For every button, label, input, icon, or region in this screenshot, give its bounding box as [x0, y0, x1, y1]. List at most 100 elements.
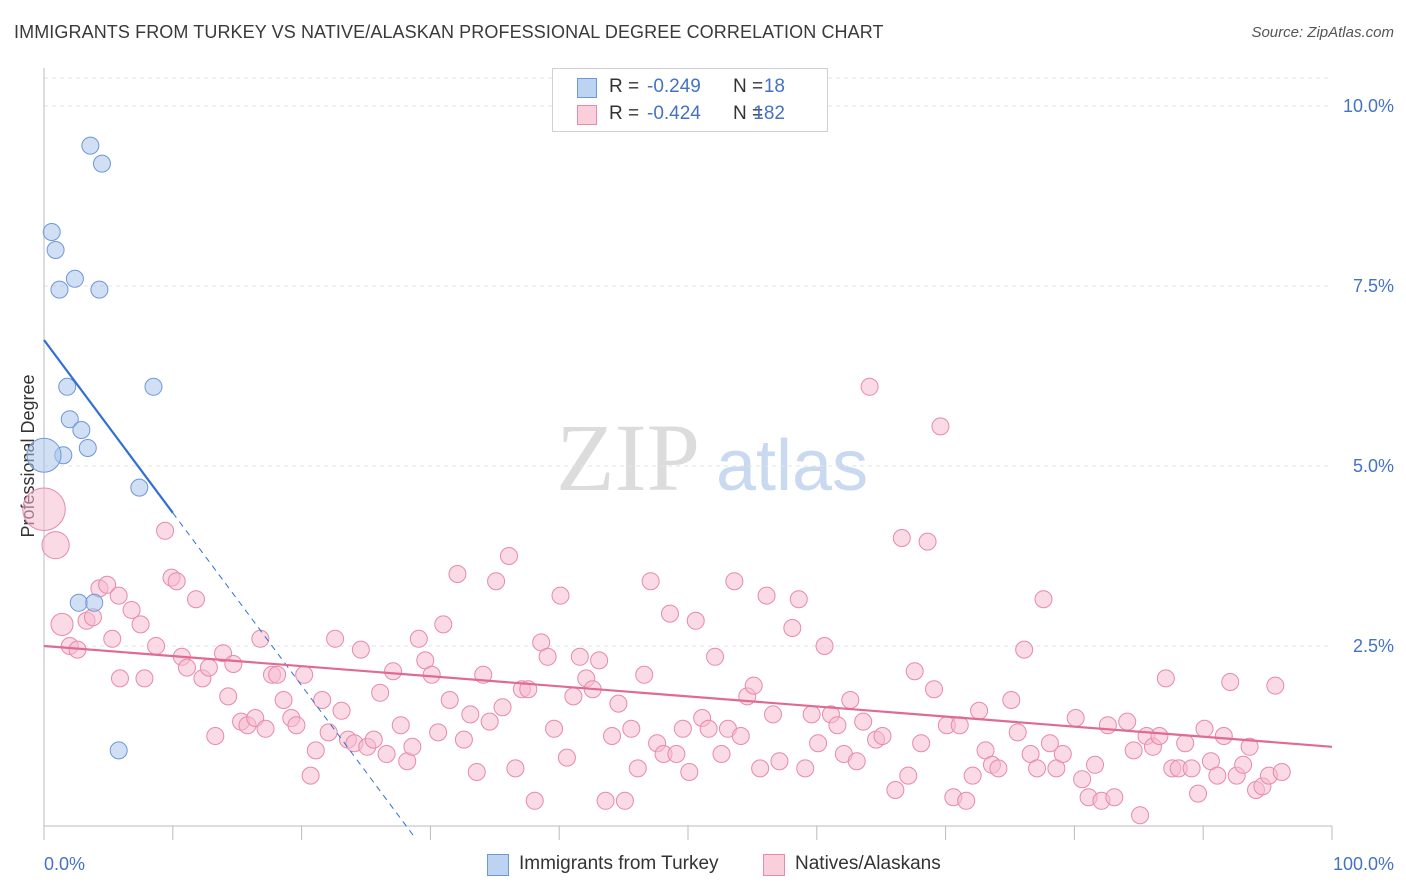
data-point: [364, 730, 383, 749]
legend-swatch-turkey: [487, 854, 509, 876]
trendlines: [43, 339, 1333, 837]
legend-label-natives: Natives/Alaskans: [795, 853, 941, 874]
data-point: [1053, 745, 1072, 763]
data-point: [931, 417, 950, 436]
legend-r-label: R =: [609, 103, 640, 124]
legend-row-natives: R = -0.424 N = 182: [553, 101, 827, 127]
data-point: [1221, 673, 1240, 691]
data-point: [770, 752, 789, 771]
data-point: [1028, 759, 1047, 778]
data-point: [499, 547, 518, 565]
data-point: [131, 615, 150, 634]
legend-n-label: N =: [733, 76, 764, 97]
data-point: [110, 669, 129, 688]
data-point: [538, 647, 557, 666]
legend-swatch-turkey: [577, 78, 597, 98]
data-point: [287, 716, 306, 735]
data-point: [1073, 770, 1092, 789]
data-point: [673, 719, 692, 738]
data-point: [461, 705, 480, 724]
data-point: [1272, 763, 1291, 781]
data-point: [332, 701, 351, 720]
legend-n-label: N =: [733, 103, 764, 124]
y-tick-label: 2.5%: [1353, 636, 1394, 656]
data-point: [1124, 741, 1143, 760]
data-point: [147, 637, 166, 655]
data-point: [570, 647, 589, 666]
data-point: [60, 410, 79, 429]
data-point: [757, 586, 776, 605]
data-point: [109, 586, 128, 605]
data-point: [1214, 727, 1233, 745]
data-point: [564, 687, 583, 706]
data-point: [69, 593, 88, 612]
legend-r-label: R =: [609, 76, 640, 97]
data-point: [403, 737, 422, 756]
data-point: [1002, 691, 1021, 709]
data-point: [1234, 755, 1253, 774]
data-point: [384, 662, 403, 681]
data-point: [351, 640, 370, 659]
data-point: [847, 752, 866, 771]
legend-label-turkey: Immigrants from Turkey: [519, 853, 719, 874]
series-legend: Immigrants from Turkey Natives/Alaskans: [0, 852, 1406, 878]
data-point: [815, 637, 834, 655]
data-point: [440, 691, 459, 709]
series-immigrants-from-turkey: [26, 136, 163, 760]
data-point: [1150, 727, 1169, 745]
data-point: [448, 565, 467, 583]
data-point: [1195, 719, 1214, 738]
data-point: [603, 727, 622, 745]
data-point: [72, 421, 91, 439]
data-point: [493, 698, 512, 717]
data-point: [371, 683, 390, 702]
data-point: [667, 745, 686, 763]
series-natives-alaskans: [22, 377, 1291, 825]
data-point: [156, 521, 175, 540]
chart-title: IMMIGRANTS FROM TURKEY VS NATIVE/ALASKAN…: [14, 22, 884, 42]
data-point: [873, 727, 892, 745]
data-point: [809, 734, 828, 753]
data-point: [92, 154, 111, 173]
data-point: [65, 269, 84, 288]
data-point: [1266, 676, 1285, 695]
data-point: [1008, 723, 1027, 742]
data-point: [1156, 669, 1175, 688]
legend-row-turkey: R = -0.249 N = 18: [553, 74, 827, 100]
data-point: [98, 575, 117, 594]
data-point: [545, 719, 564, 738]
data-point: [596, 791, 615, 810]
data-point: [219, 687, 238, 706]
data-point: [319, 723, 338, 742]
y-tick-labels: 2.5% 5.0% 7.5% 10.0%: [1343, 96, 1394, 656]
data-point: [854, 712, 873, 731]
data-point: [783, 619, 802, 637]
data-point: [680, 763, 699, 781]
data-point: [58, 377, 77, 396]
data-point: [912, 734, 931, 753]
legend-n-value: 18: [763, 76, 785, 97]
data-point: [699, 719, 718, 738]
data-point: [206, 727, 225, 745]
x-tick-label-max: 100.0%: [1333, 854, 1394, 874]
data-point: [454, 730, 473, 749]
x-ticks: [43, 826, 1333, 840]
data-point: [615, 791, 634, 810]
data-point: [764, 705, 783, 724]
data-point: [1066, 709, 1085, 727]
data-point: [970, 701, 989, 720]
data-point: [1015, 640, 1034, 659]
y-tick-label: 7.5%: [1353, 276, 1394, 296]
data-point: [326, 629, 345, 648]
watermark-zip: ZIP: [556, 404, 700, 511]
data-point: [731, 727, 750, 745]
data-point: [90, 280, 109, 299]
data-point: [989, 759, 1008, 778]
data-point: [963, 766, 982, 785]
data-point: [306, 741, 325, 760]
data-point: [905, 662, 924, 681]
data-point: [1189, 784, 1208, 803]
data-point: [144, 377, 163, 396]
data-point: [706, 647, 725, 666]
